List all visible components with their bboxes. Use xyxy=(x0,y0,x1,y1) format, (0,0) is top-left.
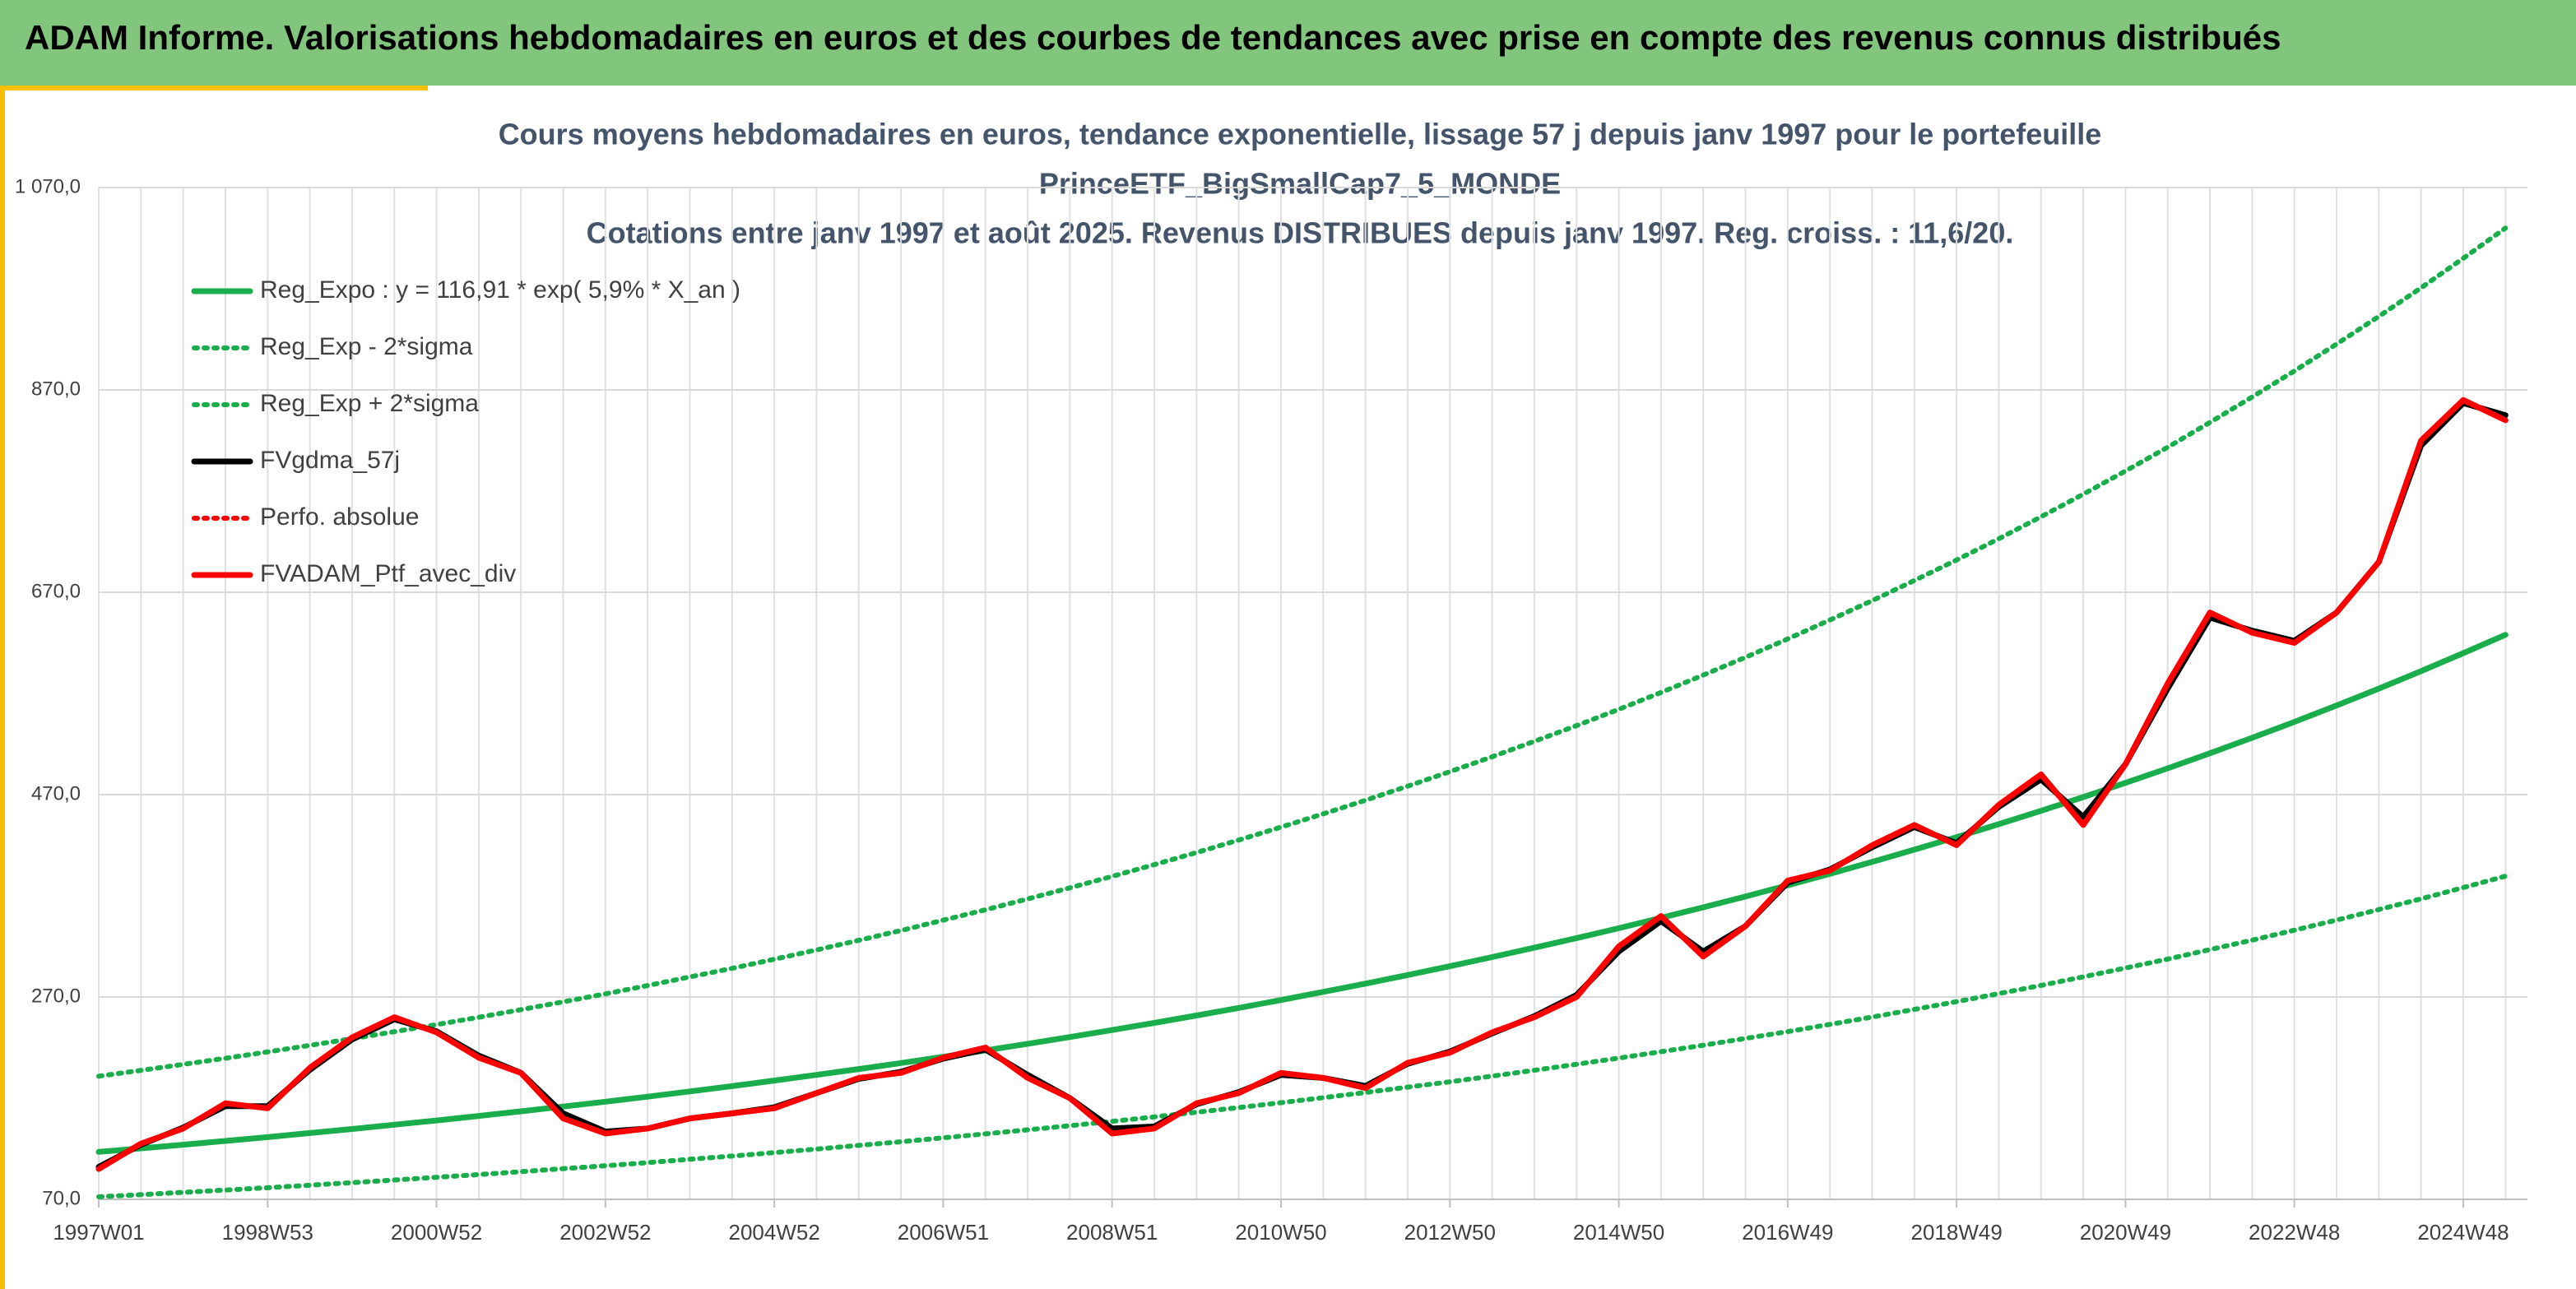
x-tick-label: 1998W53 xyxy=(222,1220,313,1245)
x-tick-label: 2002W52 xyxy=(559,1220,651,1245)
legend-label: Reg_Expo : y = 116,91 * exp( 5,9% * X_an… xyxy=(260,276,740,304)
y-tick-label: 870,0 xyxy=(31,378,81,400)
legend-label: Reg_Exp - 2*sigma xyxy=(260,333,473,360)
chart-title: PrinceETF_BigSmallCap7_5_MONDE xyxy=(1039,167,1561,201)
x-tick-label: 2020W49 xyxy=(2080,1220,2171,1245)
x-tick-label: 2008W51 xyxy=(1066,1220,1158,1245)
x-tick-label: 1997W01 xyxy=(53,1220,144,1245)
y-tick-label: 670,0 xyxy=(31,580,81,602)
x-tick-label: 2012W50 xyxy=(1404,1220,1496,1245)
x-tick-label: 2022W48 xyxy=(2249,1220,2340,1245)
x-tick-label: 2018W49 xyxy=(1910,1220,2002,1245)
accent xyxy=(0,86,5,1289)
y-tick-label: 1 070,0 xyxy=(15,175,81,197)
banner: ADAM Informe. Valorisations hebdomadaire… xyxy=(0,0,2576,86)
x-tick-label: 2014W50 xyxy=(1573,1220,1664,1245)
y-tick-label: 270,0 xyxy=(31,985,81,1007)
legend-label: FVgdma_57j xyxy=(260,447,400,474)
x-tick-label: 2024W48 xyxy=(2417,1220,2509,1245)
series-line xyxy=(96,225,2509,1079)
x-tick-label: 2000W52 xyxy=(391,1220,482,1245)
x-tick-label: 2016W49 xyxy=(1742,1220,1833,1245)
series-line xyxy=(95,400,2509,1171)
banner-title: ADAM Informe. Valorisations hebdomadaire… xyxy=(25,18,2281,57)
legend-label: FVADAM_Ptf_avec_div xyxy=(260,560,516,587)
series-line xyxy=(96,397,2509,1172)
accent xyxy=(0,86,428,90)
series-line xyxy=(96,874,2509,1199)
x-tick-label: 2004W52 xyxy=(728,1220,819,1245)
chart-title: Cotations entre janv 1997 et août 2025. … xyxy=(587,216,2014,250)
legend-label: Perfo. absolue xyxy=(260,503,419,531)
series-line xyxy=(95,396,2509,1172)
x-tick-label: 2010W50 xyxy=(1235,1220,1326,1245)
y-tick-label: 470,0 xyxy=(31,782,81,804)
chart-title: Cours moyens hebdomadaires en euros, ten… xyxy=(499,118,2102,151)
legend-label: Reg_Exp + 2*sigma xyxy=(260,390,479,417)
y-tick-label: 70,0 xyxy=(42,1187,81,1209)
x-tick-label: 2006W51 xyxy=(898,1220,989,1245)
